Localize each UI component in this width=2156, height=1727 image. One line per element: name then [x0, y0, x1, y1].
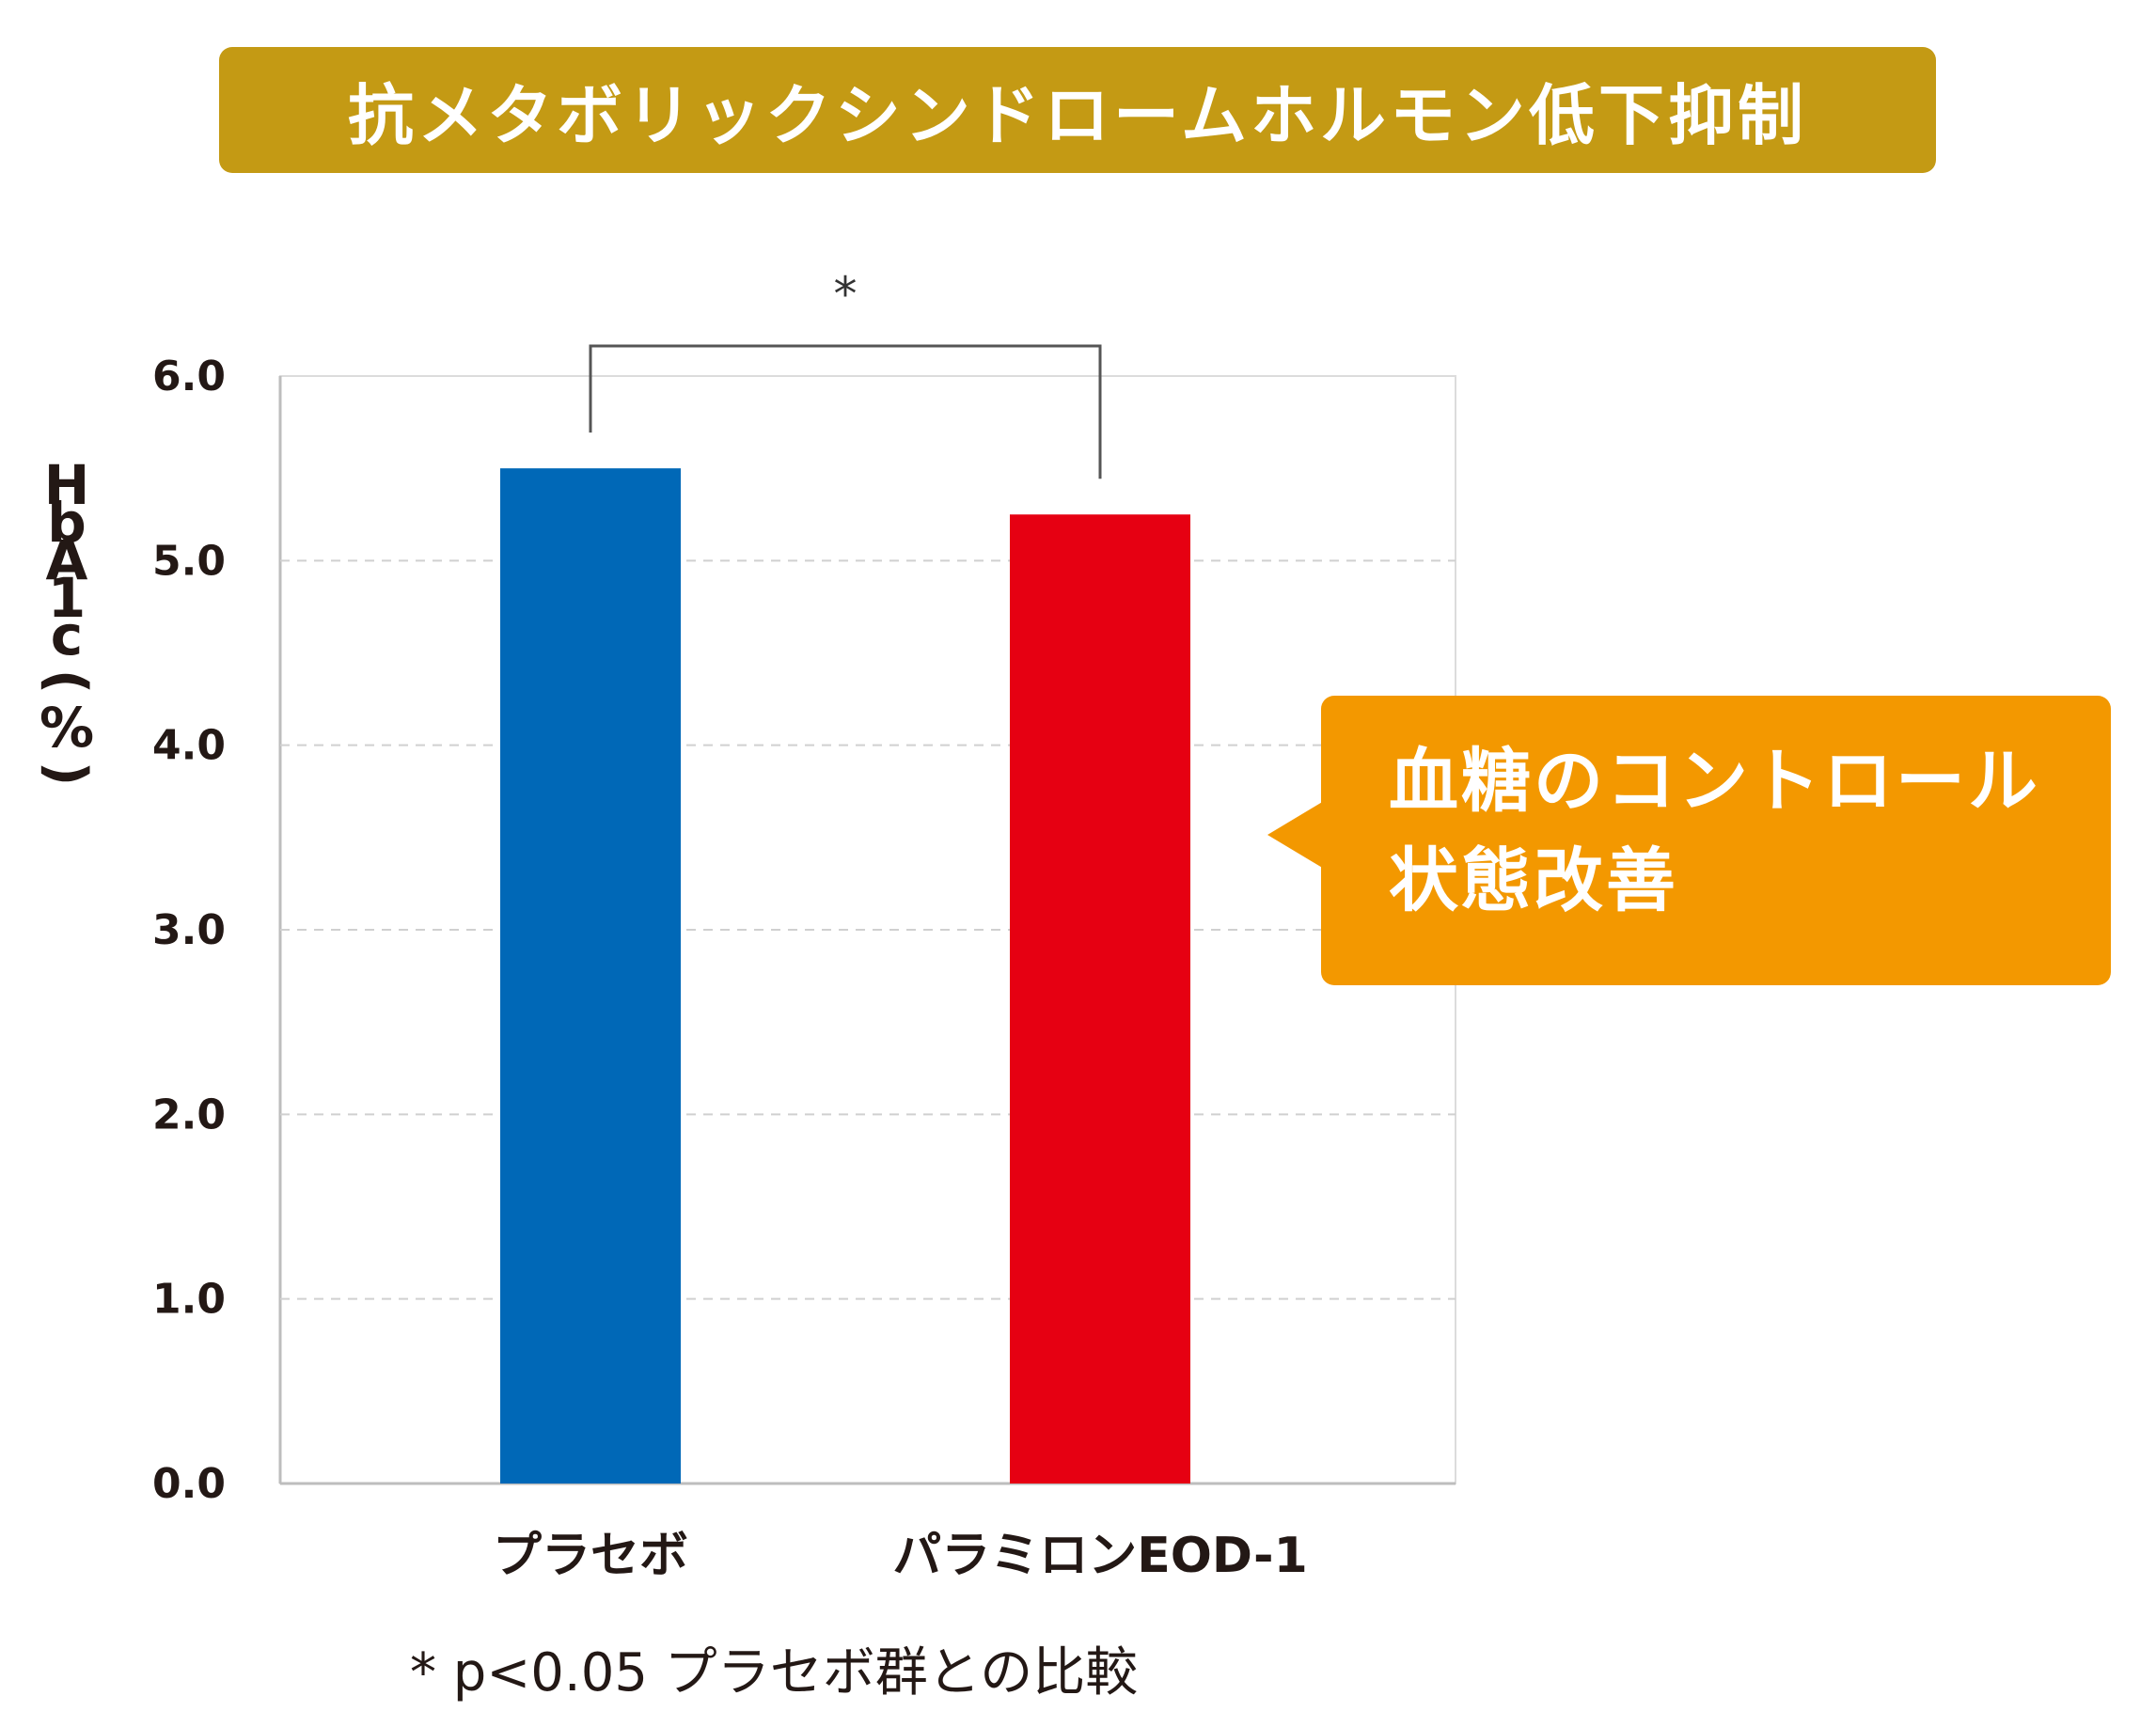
y-tick-label-1: 1.0: [152, 1276, 226, 1324]
bar-0: [500, 468, 681, 1484]
x-axis-labels: プラセボ パラミロンEOD-1: [493, 1528, 1308, 1584]
y-tick-label-2: 2.0: [152, 1091, 226, 1138]
significance-star: *: [834, 267, 858, 322]
ylabel-char-A: A: [45, 528, 88, 592]
x-category-label-1: パラミロンEOD-1: [892, 1528, 1308, 1584]
bar-1: [1010, 514, 1190, 1484]
callout-pointer: [1267, 801, 1324, 869]
chart-title-text: 抗メタボリックシンドロームホルモン低下抑制: [348, 76, 1807, 154]
footnote: * p<0.05 プラセボ群との比較: [410, 1642, 1139, 1703]
y-tick-label-3: 3.0: [152, 906, 226, 954]
y-tick-label-4: 4.0: [152, 722, 226, 770]
ylabel-char-open-paren: (: [34, 668, 99, 695]
bars: [500, 468, 1190, 1484]
ylabel-char-1: 1: [47, 566, 87, 630]
y-tick-label-5: 5.0: [152, 537, 226, 585]
ylabel-char-c: c: [50, 604, 84, 667]
callout-line-2: 状態改善: [1389, 840, 1678, 921]
ylabel-char-b: b: [47, 491, 87, 555]
y-axis-ticks: 0.0 1.0 2.0 3.0 4.0 5.0 6.0: [152, 353, 226, 1508]
callout-box: 血糖のコントロール 状態改善: [1321, 696, 2111, 985]
y-tick-label-0: 0.0: [152, 1460, 226, 1508]
ylabel-char-percent: %: [39, 696, 95, 760]
significance-bracket: *: [589, 267, 1102, 479]
y-axis-label: H b A 1 c ( % ): [34, 453, 100, 801]
gridlines: [280, 559, 1456, 1300]
ylabel-char-H: H: [43, 453, 90, 517]
title-banner: 抗メタボリックシンドロームホルモン低下抑制: [219, 47, 1936, 173]
significance-bracket-line: [589, 344, 1102, 479]
y-tick-label-6: 6.0: [152, 353, 226, 400]
ylabel-char-close-paren: ): [34, 761, 99, 787]
callout-line-1: 血糖のコントロール: [1389, 741, 2040, 822]
x-category-label-0: プラセボ: [493, 1528, 688, 1584]
